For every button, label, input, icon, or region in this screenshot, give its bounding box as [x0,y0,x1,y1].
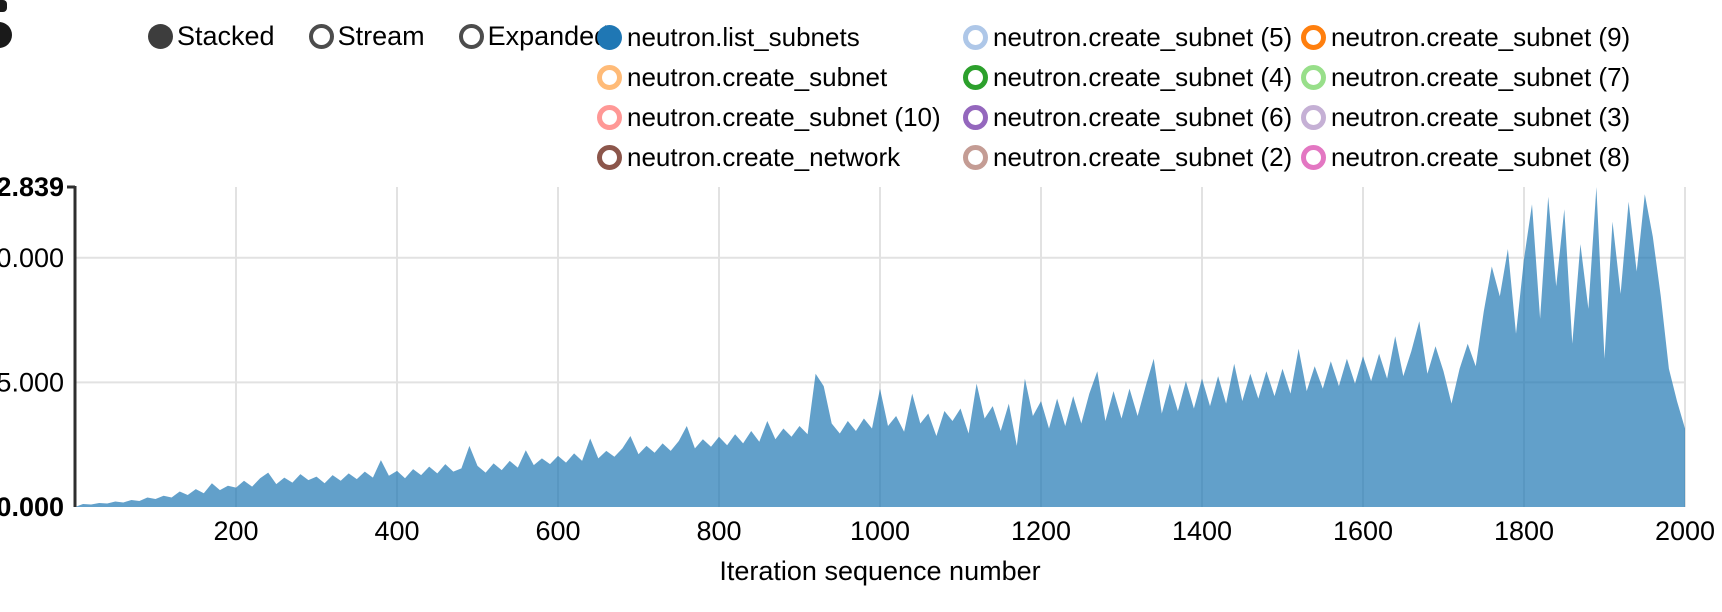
legend-item[interactable]: neutron.create_subnet (3) [1301,104,1630,130]
legend-swatch-circle-icon[interactable] [597,144,622,170]
y-axis [67,185,77,507]
radio-unselected-icon[interactable] [458,24,484,49]
legend-column-1: neutron.list_subnets neutron.create_subne… [597,24,941,170]
legend-swatch-circle-icon[interactable] [597,24,622,50]
area-series [75,187,1685,507]
x-tick-label: 600 [535,516,580,546]
legend-label: neutron.create_subnet (7) [1331,62,1631,92]
radio-label: Stacked [177,21,275,51]
legend-label: neutron.create_subnet (4) [993,62,1293,92]
legend-label: neutron.create_subnet (8) [1331,142,1631,172]
chart-mode-radio-group: Stacked Stream Expanded [148,23,609,50]
clipped-edge-mark [0,0,7,12]
x-tick-label: 1600 [1333,516,1393,546]
radio-unselected-icon[interactable] [308,24,334,49]
radio-selected-icon[interactable] [148,24,173,49]
legend-label: neutron.list_subnets [627,22,860,52]
legend-column-3: neutron.create_subnet (9) neutron.create_… [1301,24,1630,170]
legend-label: neutron.create_subnet (3) [1331,102,1631,132]
legend-label: neutron.create_network [627,142,901,172]
legend-swatch-circle-icon[interactable] [1301,144,1326,170]
legend-item[interactable]: neutron.create_subnet (4) [963,64,1292,90]
legend-label: neutron.create_subnet [627,62,888,92]
legend-swatch-circle-icon[interactable] [1301,64,1326,90]
legend-swatch-circle-icon[interactable] [597,64,622,90]
legend-column-2: neutron.create_subnet (5) neutron.create_… [963,24,1292,170]
legend-item[interactable]: neutron.create_subnet (10) [597,104,941,130]
radio-option-stream[interactable]: Stream [308,21,425,51]
y-tick-label: 5.000 [0,367,64,397]
y-tick-label: 10.000 [0,243,64,273]
legend-swatch-circle-icon[interactable] [1301,24,1326,50]
legend-swatch-circle-icon[interactable] [963,104,988,130]
x-tick-label: 2000 [1655,516,1715,546]
x-tick-label: 400 [374,516,419,546]
legend-swatch-circle-icon[interactable] [597,104,622,130]
radio-label: Expanded [487,21,610,51]
legend-item[interactable]: neutron.create_subnet (5) [963,24,1292,50]
x-tick-label: 800 [696,516,741,546]
legend-item[interactable]: neutron.create_subnet (2) [963,144,1292,170]
legend-item[interactable]: neutron.create_subnet (7) [1301,64,1630,90]
legend-item[interactable]: neutron.create_subnet (6) [963,104,1292,130]
legend-item[interactable]: neutron.create_subnet [597,64,941,90]
legend-item[interactable]: neutron.create_subnet (9) [1301,24,1630,50]
clipped-edge-bullet [0,22,12,48]
legend-item[interactable]: neutron.list_subnets [597,24,941,50]
legend-label: neutron.create_subnet (10) [627,102,941,132]
legend-label: neutron.create_subnet (5) [993,22,1293,52]
legend-label: neutron.create_subnet (2) [993,142,1293,172]
legend-swatch-circle-icon[interactable] [1301,104,1326,130]
x-tick-label: 1800 [1494,516,1554,546]
x-tick-label: 1200 [1011,516,1071,546]
legend-swatch-circle-icon[interactable] [963,64,988,90]
legend-item[interactable]: neutron.create_network [597,144,941,170]
legend-label: neutron.create_subnet (6) [993,102,1293,132]
radio-option-expanded[interactable]: Expanded [458,21,610,51]
x-tick-label: 200 [213,516,258,546]
y-tick-label: 0.000 [0,492,64,522]
radio-option-stacked[interactable]: Stacked [148,23,275,50]
radio-label: Stream [337,21,425,51]
x-tick-label: 1000 [850,516,910,546]
legend-label: neutron.create_subnet (9) [1331,22,1631,52]
legend-swatch-circle-icon[interactable] [963,144,988,170]
legend-swatch-circle-icon[interactable] [963,24,988,50]
x-axis-title: Iteration sequence number [719,556,1040,586]
x-tick-label: 1400 [1172,516,1232,546]
legend-item[interactable]: neutron.create_subnet (8) [1301,144,1630,170]
y-tick-label: 12.839 [0,172,64,202]
